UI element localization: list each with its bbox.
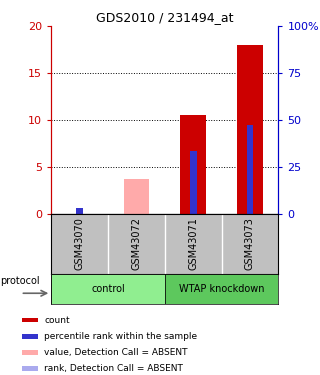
Text: WTAP knockdown: WTAP knockdown: [179, 284, 264, 294]
Text: rank, Detection Call = ABSENT: rank, Detection Call = ABSENT: [44, 364, 183, 373]
Bar: [22, 366, 38, 371]
Text: GSM43072: GSM43072: [132, 217, 141, 270]
Bar: [237, 45, 263, 214]
Text: control: control: [91, 284, 125, 294]
Text: GSM43073: GSM43073: [245, 217, 255, 270]
Bar: [247, 124, 253, 214]
Text: count: count: [44, 316, 70, 325]
Bar: [165, 274, 278, 304]
Title: GDS2010 / 231494_at: GDS2010 / 231494_at: [96, 11, 234, 24]
Text: percentile rank within the sample: percentile rank within the sample: [44, 332, 197, 341]
Text: GSM43070: GSM43070: [75, 217, 84, 270]
Bar: [180, 116, 206, 214]
Text: GSM43071: GSM43071: [188, 217, 198, 270]
Bar: [51, 274, 165, 304]
Bar: [22, 318, 38, 322]
Text: value, Detection Call = ABSENT: value, Detection Call = ABSENT: [44, 348, 188, 357]
Bar: [124, 179, 149, 214]
Bar: [190, 151, 196, 214]
Bar: [22, 350, 38, 355]
Bar: [76, 208, 83, 214]
Bar: [22, 334, 38, 339]
Text: protocol: protocol: [0, 276, 40, 286]
